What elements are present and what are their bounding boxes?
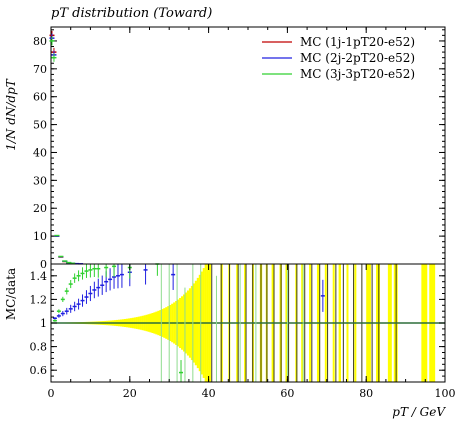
y-tick-label: 10 bbox=[33, 230, 47, 243]
x-tick-label: 20 bbox=[123, 387, 137, 400]
ratio-tick-label: 0.6 bbox=[30, 364, 48, 377]
ratio-tick-label: 1.2 bbox=[30, 293, 48, 306]
x-tick-label: 0 bbox=[48, 387, 55, 400]
mc3-error-bars bbox=[160, 264, 304, 382]
ratio-tick-label: 1.4 bbox=[30, 270, 48, 283]
y-tick-label: 20 bbox=[33, 202, 47, 215]
x-tick-label: 80 bbox=[359, 387, 373, 400]
x-tick-label: 60 bbox=[280, 387, 294, 400]
legend: MC (1j-1pT20-e52) MC (2j-2pT20-e52) MC (3j… bbox=[262, 35, 415, 81]
main-panel: 0 10 20 30 40 50 60 70 80 bbox=[33, 26, 446, 271]
y-axis-label: 1/N dN/dpT bbox=[4, 78, 18, 151]
legend-label: MC (3j-3pT20-e52) bbox=[300, 67, 415, 81]
x-axis-label: pT / GeV bbox=[392, 405, 446, 419]
y-tick-label: 60 bbox=[33, 91, 47, 104]
y-tick-label: 0 bbox=[40, 258, 47, 271]
y-tick-label: 30 bbox=[33, 174, 47, 187]
legend-label: MC (1j-1pT20-e52) bbox=[300, 35, 415, 49]
series-3 bbox=[49, 36, 76, 265]
legend-label: MC (2j-2pT20-e52) bbox=[300, 51, 415, 65]
x-tick-label: 40 bbox=[202, 387, 216, 400]
y-tick-label: 40 bbox=[33, 146, 47, 159]
ratio-tick-label: 0.8 bbox=[30, 341, 48, 354]
chart-title: pT distribution (Toward) bbox=[51, 6, 212, 21]
x-tick-label: 100 bbox=[435, 387, 456, 400]
y-tick-label: 50 bbox=[33, 119, 47, 132]
series-2 bbox=[49, 33, 84, 265]
y-tick-label: 80 bbox=[33, 35, 47, 48]
ratio-y-axis-label: MC/data bbox=[4, 268, 18, 320]
ratio-panel: 0.6 0.8 1 1.2 1.4 0 20 40 60 80 100 bbox=[30, 263, 456, 400]
y-tick-label: 70 bbox=[33, 63, 47, 76]
ratio-tick-label: 1 bbox=[40, 317, 47, 330]
